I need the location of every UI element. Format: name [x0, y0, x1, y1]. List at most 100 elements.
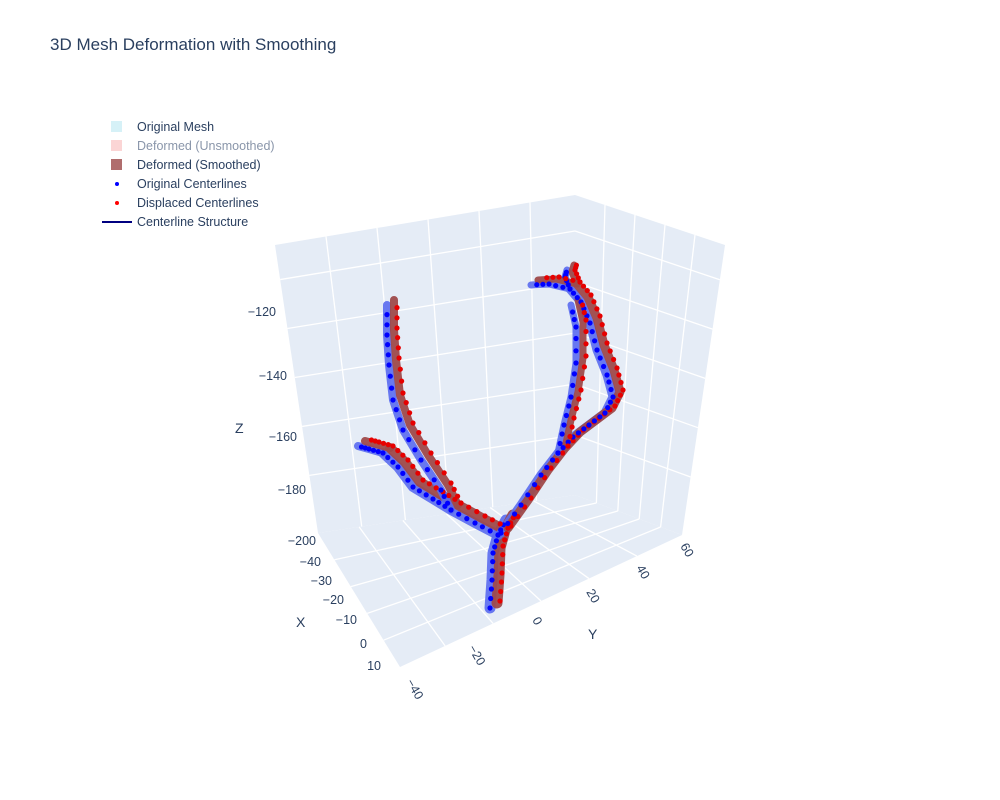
original-centerline-point: [573, 348, 579, 354]
original-centerline-point: [487, 605, 493, 611]
y-tick-label: −40: [403, 677, 426, 702]
x-tick-label: 10: [367, 659, 381, 673]
original-centerline-point: [389, 385, 395, 391]
original-centerline-point: [436, 499, 442, 506]
displaced-centerline-point: [416, 430, 422, 436]
legend-item-deformed-smoothed[interactable]: Deformed (Smoothed): [111, 158, 261, 172]
z-tick-label: −200: [288, 534, 316, 548]
original-centerline-point: [594, 347, 600, 353]
original-centerline-point: [406, 437, 412, 443]
back-wall-left: [275, 195, 575, 533]
displaced-centerline-point: [611, 356, 617, 363]
original-mesh-branch: [554, 301, 580, 457]
y-axis-title: Y: [588, 626, 598, 642]
y-tick-label: 0: [529, 615, 545, 628]
displaced-centerline-point: [573, 262, 580, 268]
displaced-centerline-point: [560, 450, 566, 456]
displaced-centerline-point: [458, 500, 464, 506]
displaced-centerline-point: [581, 364, 588, 370]
original-centerline-point: [571, 316, 577, 323]
displaced-centerline-point: [597, 313, 603, 319]
original-centerline-point: [606, 379, 612, 385]
displaced-centerline-point: [571, 415, 577, 421]
displaced-centerline-point: [455, 493, 461, 499]
original-centerline-point: [498, 530, 504, 536]
grid-line: [334, 502, 597, 561]
original-centerline-point: [567, 286, 573, 292]
x-tick-label: 0: [360, 637, 367, 651]
displaced-centerline-point: [565, 443, 571, 449]
grid-line: [294, 332, 576, 379]
displaced-centerline-point: [446, 492, 452, 499]
original-centerline-point: [493, 538, 499, 544]
displaced-centerline-point: [403, 400, 409, 406]
grid-line: [478, 210, 494, 508]
displaced-centerline-point: [400, 452, 406, 458]
displaced-centerline-point: [428, 450, 434, 456]
original-centerline-point: [400, 470, 406, 476]
original-centerline-point: [587, 320, 593, 326]
original-centerline-point: [445, 500, 451, 506]
original-centerline-point: [610, 394, 616, 400]
displaced-centerline-point: [415, 470, 421, 476]
back-wall-right: [575, 195, 725, 535]
displaced-centerline-point: [422, 440, 428, 446]
original-centerline-point: [532, 482, 538, 488]
original-centerline-point: [384, 332, 390, 338]
displaced-centerline-point: [591, 299, 597, 305]
original-centerline-point: [412, 447, 418, 453]
original-centerline-point: [405, 477, 411, 483]
original-centerline-point: [553, 283, 559, 289]
displaced-centerline-point: [499, 570, 505, 576]
legend-item-original-centerlines[interactable]: Original Centerlines: [115, 177, 247, 191]
displaced-centerline-point: [498, 579, 504, 585]
displaced-centerline-point: [567, 433, 573, 440]
legend-label: Centerline Structure: [137, 215, 248, 229]
displaced-centerline-point: [583, 317, 589, 323]
legend-item-original-mesh[interactable]: Original Mesh: [111, 120, 214, 134]
legend-item-displaced-centerlines[interactable]: Displaced Centerlines: [115, 196, 259, 210]
scene[interactable]: [275, 195, 725, 667]
legend-label: Original Mesh: [137, 120, 214, 134]
legend-item-centerline-structure[interactable]: Centerline Structure: [102, 215, 248, 229]
original-centerline-point: [423, 492, 429, 498]
displaced-centerline-point: [602, 331, 608, 337]
grid-line: [402, 520, 494, 624]
displaced-centerline-point: [616, 372, 622, 378]
displaced-centerline-point: [385, 442, 391, 448]
original-centerline-point: [488, 595, 494, 602]
original-centerline-point: [505, 520, 511, 527]
displaced-centerline-point: [617, 392, 624, 398]
displaced-centerline-point: [604, 340, 610, 346]
original-centerline-point: [574, 295, 580, 301]
displaced-centerline-point: [584, 288, 590, 294]
x-tick-label: −40: [300, 555, 321, 569]
legend-swatch-square: [111, 140, 122, 151]
displaced-centerline-point: [466, 504, 472, 510]
original-centerline-point: [591, 418, 598, 424]
original-centerline-point: [385, 352, 391, 358]
original-centerline-point: [597, 414, 603, 420]
displaced-centerline-point: [614, 365, 620, 371]
original-centerline-point: [555, 450, 561, 456]
original-centerline-point: [546, 281, 552, 287]
grid-line: [427, 219, 450, 514]
original-centerline-point: [400, 427, 406, 433]
displaced-centerline-point: [615, 398, 621, 404]
original-centerline-point: [561, 422, 567, 428]
original-centerline-point: [608, 386, 614, 393]
z-tick-label: −120: [248, 305, 276, 319]
original-centerline-point: [430, 496, 436, 502]
displaced-centerline-point: [548, 465, 554, 471]
original-centerline-point: [560, 284, 566, 290]
legend-item-deformed-unsmoothed[interactable]: Deformed (Unsmoothed): [111, 139, 275, 153]
centerline-markers: [358, 262, 626, 611]
original-centerline-point: [568, 394, 574, 400]
legend-swatch-square: [111, 159, 122, 170]
y-tick-label: 20: [583, 587, 602, 606]
original-centerline-point: [448, 507, 454, 513]
original-centerline-point: [410, 484, 416, 490]
grid-line: [617, 214, 636, 512]
displaced-centerline-point: [498, 588, 504, 595]
